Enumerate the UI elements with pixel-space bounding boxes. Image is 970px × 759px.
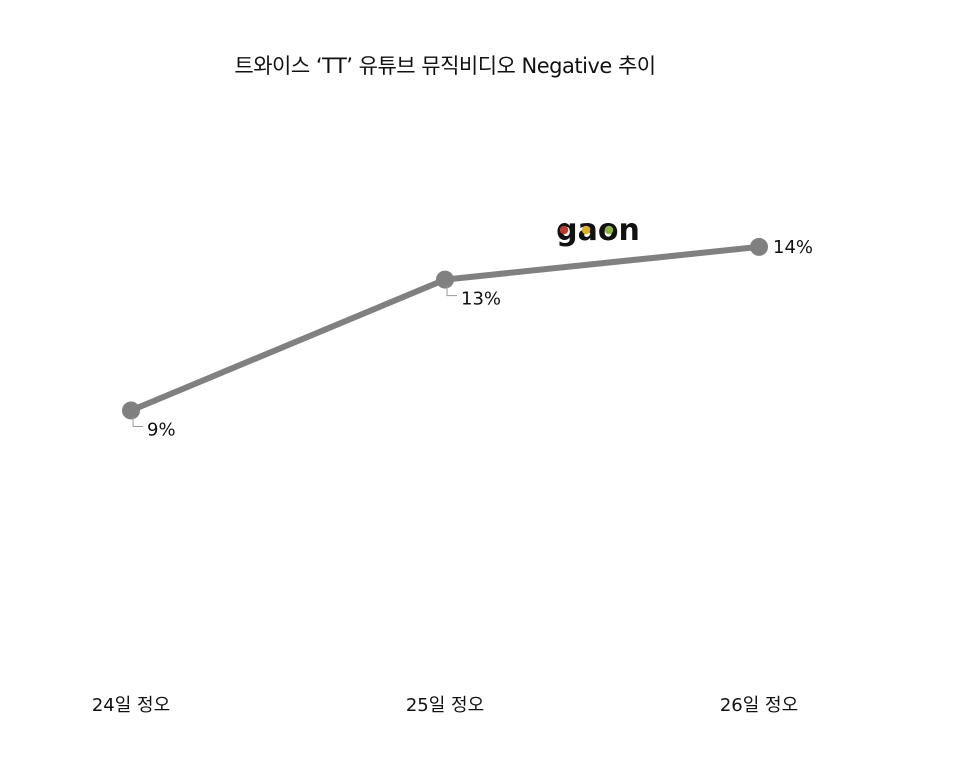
gaon-logo-dot: [604, 225, 614, 235]
chart-title: 트와이스 ‘TT’ 유튜브 뮤직비디오 Negative 추이: [234, 54, 656, 78]
x-tick-label: 25일 정오: [406, 695, 484, 716]
data-label-1: 9%: [147, 419, 176, 440]
gaon-logo-dot: [559, 225, 569, 235]
data-label-leader: [446, 285, 457, 297]
data-point-2: [436, 270, 454, 289]
data-label-3: 14%: [773, 237, 813, 258]
gaon-logo-dot: [581, 225, 591, 235]
data-label-leader: [132, 416, 143, 427]
data-point-3: [750, 237, 768, 256]
x-tick-label: 26일 정오: [720, 695, 798, 716]
x-tick-label: 24일 정오: [92, 695, 170, 716]
gaon-logo: gaon: [556, 213, 640, 248]
data-point-1: [122, 401, 140, 420]
data-label-2: 13%: [461, 289, 501, 310]
gaon-logo-text: gaon: [556, 213, 640, 248]
